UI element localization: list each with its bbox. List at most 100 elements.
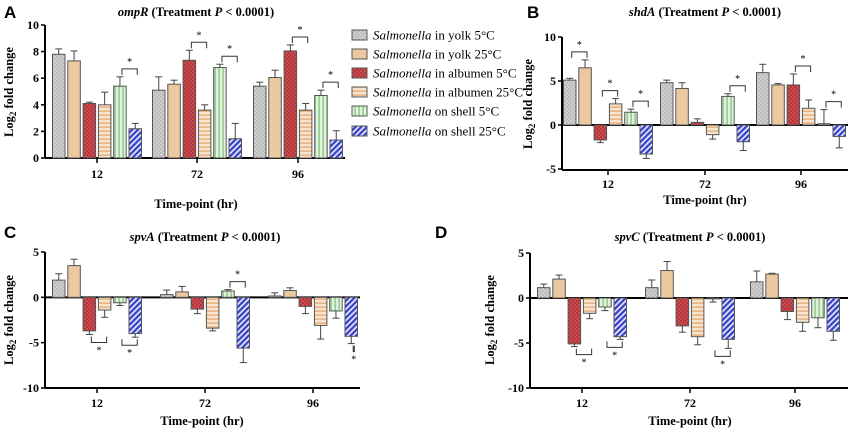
legend-item: Salmonella in albumen 5°C xyxy=(351,66,517,81)
legend-label: Salmonella on shell 5°C xyxy=(373,104,499,119)
panel-b-bar xyxy=(563,79,577,126)
panel-d-significance-star: * xyxy=(720,359,725,370)
panel-b-significance-bracket xyxy=(729,85,746,92)
panel-a-bar xyxy=(97,104,112,159)
panel-letter-d: D xyxy=(435,223,447,242)
panel-c-significance-bracket xyxy=(229,281,246,288)
panel-d-bar xyxy=(613,297,627,338)
panel-b-bar xyxy=(690,121,705,126)
panel-b-significance-bracket xyxy=(571,51,588,58)
panel-a-bar xyxy=(197,109,212,159)
panel-d-y-axis-label: Log2 fold change xyxy=(483,275,499,365)
panel-c-bar xyxy=(128,296,142,335)
panel-c-significance-star: * xyxy=(235,270,240,281)
panel-a-x-tick-label: 72 xyxy=(191,167,203,181)
panel-a-y-tick-label: 10 xyxy=(27,18,39,32)
panel-a-bar xyxy=(314,94,328,159)
panel-d-bar xyxy=(765,273,779,299)
legend-swatch xyxy=(351,48,368,60)
panel-a-bar xyxy=(329,139,343,159)
panel-a-bar xyxy=(167,83,181,159)
panel-b-significance-bracket xyxy=(632,100,649,108)
panel-c-bar xyxy=(221,290,235,298)
panel-a-significance-star: * xyxy=(298,25,303,36)
panel-b-y-tick-label: 10 xyxy=(544,30,556,44)
panel-c-significance-star: * xyxy=(97,346,102,357)
panel-a-bar xyxy=(283,50,298,159)
panel-a-bar xyxy=(268,77,282,159)
panel-c-x-tick-label: 12 xyxy=(91,396,103,410)
panel-a-bar xyxy=(298,109,313,159)
panel-a-significance-bracket xyxy=(291,36,309,43)
panel-a-bar xyxy=(67,60,81,159)
panel-c-bar xyxy=(268,295,282,298)
panel-b-title: shdA (Treatment P < 0.0001) xyxy=(628,5,781,19)
panel-a-plot: 0 2 4 6 8 10 12 72 96 * * * * * xyxy=(27,18,345,181)
panel-b-y-tick-label: 0 xyxy=(550,118,556,132)
panel-d-y-tick-label: -5 xyxy=(514,336,524,350)
legend-swatch xyxy=(351,125,368,137)
panel-a-y-axis-label: Log2 fold change xyxy=(2,47,18,137)
panel-d-bar xyxy=(675,297,690,327)
panel-c: C spvA (Treatment P < 0.0001) -10 -5 0 5 12 7… xyxy=(2,223,360,428)
panel-a-title: ompR (Treatment P < 0.0001) xyxy=(118,5,274,19)
panel-d-x-tick-label: 12 xyxy=(576,396,588,410)
panel-d-plot: -10 -5 0 5 12 72 96 * * * xyxy=(508,246,848,410)
legend-swatch xyxy=(351,86,368,98)
panel-a-significance-star: * xyxy=(127,57,132,68)
panel-c-y-tick-label: 5 xyxy=(33,245,39,259)
panel-a-y-tick-label: 6 xyxy=(33,71,39,85)
panel-c-bar xyxy=(236,296,250,349)
panel-b-bar xyxy=(675,87,689,126)
panel-d-x-tick-label: 96 xyxy=(789,396,801,410)
panel-d-significance-star: * xyxy=(582,358,587,369)
panel-b-bar xyxy=(705,124,720,136)
panel-a-y-tick-label: 8 xyxy=(33,45,39,59)
panel-b-bar xyxy=(736,124,750,143)
panel-letter-c: C xyxy=(4,223,16,242)
panel-b-y-tick-label: 5 xyxy=(550,74,556,88)
panel-d-x-tick-label: 72 xyxy=(684,396,696,410)
panel-b-bar xyxy=(832,124,846,137)
panel-c-significance-bracket xyxy=(121,339,138,346)
panel-c-y-tick-label: 0 xyxy=(33,290,39,304)
panel-b-x-tick-label: 96 xyxy=(795,177,807,191)
panel-d-bar xyxy=(537,287,551,299)
panel-d-y-tick-label: -10 xyxy=(508,381,524,395)
panel-a-bar xyxy=(182,59,197,159)
panel-a-x-tick-label: 96 xyxy=(292,167,304,181)
panel-a-y-tick-label: 0 xyxy=(33,151,39,165)
panel-b-bar xyxy=(624,111,638,126)
panel-a-bar xyxy=(52,53,66,159)
legend-label: Salmonella in yolk 25°C xyxy=(373,47,501,62)
panel-c-bar xyxy=(313,296,328,326)
panel-a-significance-bracket xyxy=(190,41,208,49)
panel-a-significance-bracket xyxy=(221,55,238,63)
panel-c-x-tick-label: 96 xyxy=(307,396,319,410)
panel-a-x-tick-label: 12 xyxy=(91,167,103,181)
panel-b-significance-star: * xyxy=(831,90,836,101)
panel-b-significance-star: * xyxy=(801,54,806,65)
panel-a-bar xyxy=(228,138,242,159)
panel-b-bar xyxy=(721,95,735,126)
panel-c-title: spvA (Treatment P < 0.0001) xyxy=(129,230,281,244)
panel-d-y-tick-label: 5 xyxy=(518,246,524,260)
panel-d-bar xyxy=(750,281,764,299)
panel-d-bar xyxy=(552,278,566,299)
panel-c-significance-bracket xyxy=(352,345,355,353)
panel-d-bar xyxy=(721,297,735,340)
panel-a-significance-bracket xyxy=(322,81,339,89)
panel-d-bar xyxy=(826,297,840,332)
panel-b-bar xyxy=(578,67,592,126)
panel-b-significance-star: * xyxy=(735,74,740,85)
panel-b-significance-bracket xyxy=(794,65,812,72)
panel-d-bar xyxy=(645,287,659,299)
panel-a-bar xyxy=(213,67,227,159)
panel-d-significance-star: * xyxy=(612,350,617,361)
panel-b-bar xyxy=(786,84,801,126)
panel-a-y-tick-label: 4 xyxy=(33,98,39,112)
panel-b-bar xyxy=(817,123,831,126)
panel-b-bar xyxy=(801,107,816,126)
panel-letter-b: B xyxy=(527,3,539,22)
